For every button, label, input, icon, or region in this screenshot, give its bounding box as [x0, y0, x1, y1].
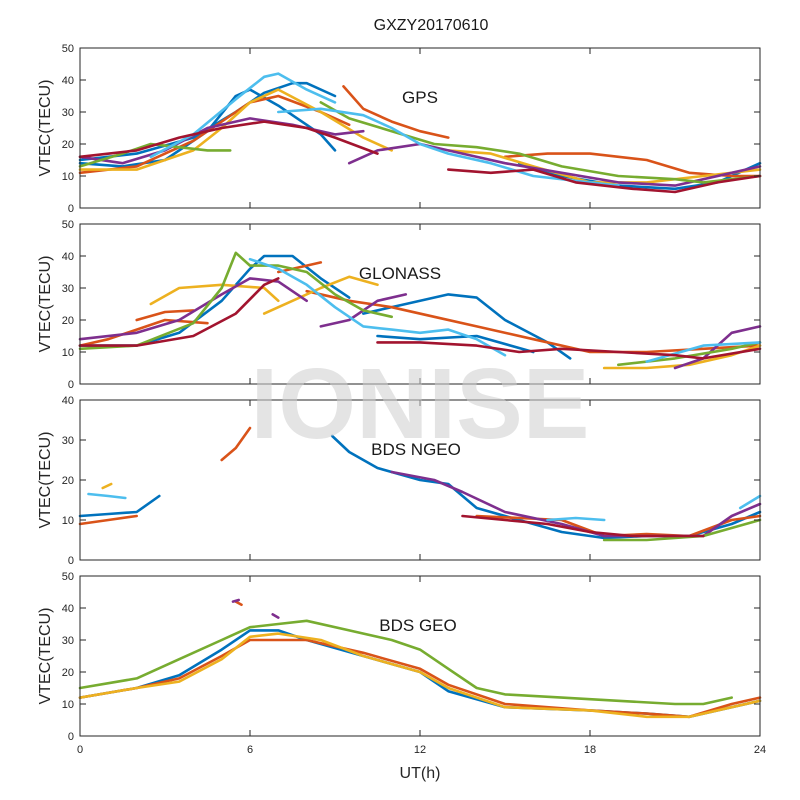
x-tick-label: 24 — [754, 744, 766, 756]
y-tick-label: 30 — [62, 635, 74, 647]
y-axis-label: VTEC(TECU) — [37, 608, 54, 705]
y-tick-label: 50 — [62, 43, 74, 55]
panel-label: BDS GEO — [379, 616, 456, 635]
panel-0: 0 10 20 30 40 50 VTEC(TECU) GPS — [37, 43, 762, 215]
series-line — [78, 88, 393, 171]
series-line — [78, 277, 308, 341]
series-line — [78, 117, 365, 165]
series-line — [78, 277, 280, 347]
panel-label: GLONASS — [359, 264, 441, 283]
series-line — [135, 309, 195, 322]
figure-title: GXZY20170610 — [374, 17, 489, 34]
y-tick-label: 20 — [62, 475, 74, 487]
y-tick-label: 0 — [68, 731, 74, 743]
series-line — [376, 334, 535, 354]
series-line — [319, 101, 762, 184]
y-tick-label: 40 — [62, 75, 74, 87]
series-line — [78, 619, 733, 706]
series-line — [78, 251, 393, 351]
series-line — [347, 142, 762, 187]
series-line — [447, 168, 762, 194]
y-tick-label: 10 — [62, 171, 74, 183]
y-tick-label: 10 — [62, 699, 74, 711]
panel-1: 0 10 20 30 40 50 VTEC(TECU) GLONASS — [37, 219, 762, 391]
series-line — [231, 598, 240, 603]
series-line — [262, 275, 379, 315]
panels: 0 10 20 30 40 50 VTEC(TECU) GPS 0 10 20 30 40 50 VTEC(… — [37, 43, 766, 756]
series-line — [234, 600, 243, 607]
y-axis-label: VTEC(TECU) — [37, 432, 54, 529]
series-line — [78, 120, 379, 159]
panel-label: GPS — [402, 88, 438, 107]
series-line — [78, 514, 138, 526]
y-tick-label: 30 — [62, 435, 74, 447]
series-line — [277, 261, 323, 274]
y-tick-label: 20 — [62, 139, 74, 151]
panel-2: 0 10 20 30 40 VTEC(TECU) BDS NGEO — [37, 395, 762, 567]
series-line — [78, 142, 232, 168]
series-line — [248, 257, 507, 357]
y-tick-label: 20 — [62, 667, 74, 679]
y-tick-label: 40 — [62, 251, 74, 263]
series-line — [738, 494, 762, 510]
series-line — [78, 494, 161, 518]
series-line — [602, 518, 762, 542]
series-line — [645, 341, 762, 363]
y-tick-label: 0 — [68, 379, 74, 391]
series-line — [461, 514, 705, 538]
y-tick-label: 50 — [62, 571, 74, 583]
series-line — [546, 516, 606, 522]
watermark: IONISE — [251, 348, 590, 460]
series-line — [78, 88, 337, 168]
y-tick-label: 10 — [62, 515, 74, 527]
x-tick-label: 6 — [247, 744, 253, 756]
series-line — [101, 482, 113, 490]
y-tick-label: 40 — [62, 395, 74, 407]
y-tick-label: 40 — [62, 603, 74, 615]
y-tick-label: 50 — [62, 219, 74, 231]
x-tick-label: 12 — [414, 744, 426, 756]
x-axis-label: UT(h) — [400, 765, 441, 782]
y-tick-label: 20 — [62, 315, 74, 327]
x-tick-label: 18 — [584, 744, 596, 756]
series-line — [503, 152, 762, 178]
y-axis-label: VTEC(TECU) — [37, 256, 54, 353]
panel-3: 0 10 20 30 40 50 0 6 12 18 24 VTEC(TECU) BDS GEO — [37, 571, 766, 756]
series-line — [271, 613, 280, 619]
y-tick-label: 10 — [62, 347, 74, 359]
y-tick-label: 30 — [62, 107, 74, 119]
panel-label: BDS NGEO — [371, 440, 461, 459]
y-tick-label: 0 — [68, 203, 74, 215]
y-tick-label: 30 — [62, 283, 74, 295]
y-axis-label: VTEC(TECU) — [37, 80, 54, 177]
series-line — [305, 289, 762, 354]
series-line — [78, 632, 762, 719]
series-line — [342, 85, 450, 139]
series-line — [87, 492, 127, 500]
x-tick-label: 0 — [77, 744, 83, 756]
y-tick-label: 0 — [68, 555, 74, 567]
series-line — [220, 426, 252, 462]
series-line — [376, 341, 762, 360]
series-line — [78, 638, 762, 719]
